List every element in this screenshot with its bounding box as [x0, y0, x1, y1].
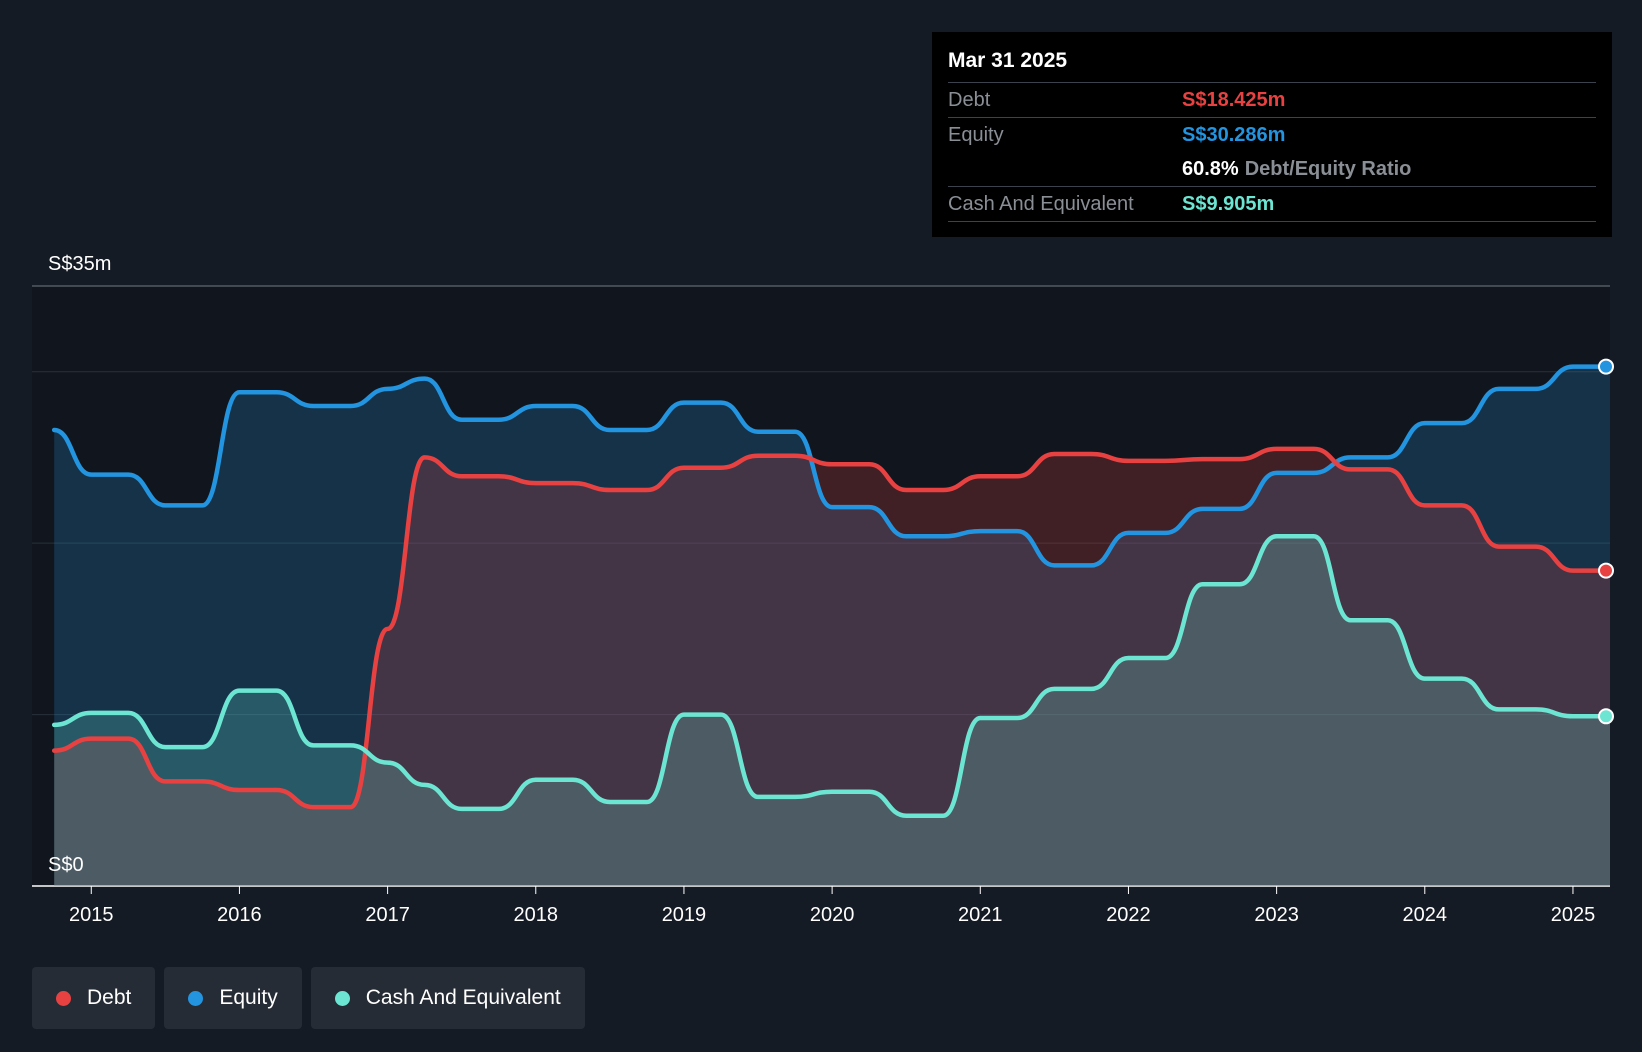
cash-line	[51, 534, 1610, 818]
tooltip-debt-value: S$18.425m	[1182, 89, 1286, 111]
debt-end-marker	[1598, 562, 1614, 579]
debt-equity-chart: S$35m S$0 2015 2016 2017 2018 2019 2020 2021 2022…	[32, 253, 1614, 926]
y-axis-max-label: S$35m	[48, 253, 111, 275]
y-axis-min-label: S$0	[48, 854, 84, 876]
tooltip-debt-label: Debt	[948, 89, 991, 111]
tooltip-equity-value: S$30.286m	[1182, 124, 1286, 146]
legend: Debt Equity Cash And Equivalent	[32, 967, 585, 1029]
tooltip-equity-row: Equity S$30.286m	[948, 118, 1596, 152]
tooltip-cash-label: Cash And Equivalent	[948, 193, 1134, 215]
x-tick-label-2015: 2015	[69, 904, 114, 926]
legend-debt-label: Debt	[87, 986, 132, 1009]
equity-area	[54, 366, 1610, 886]
x-tick-label-2018: 2018	[514, 904, 559, 926]
tooltip-cash-row: Cash And Equivalent S$9.905m	[948, 187, 1596, 222]
debt-dot-icon	[56, 990, 71, 1006]
x-tick-label-2022: 2022	[1106, 904, 1151, 926]
cash-end-marker	[1598, 708, 1614, 725]
tooltip-ratio-row: 60.8% Debt/Equity Ratio	[948, 152, 1596, 187]
equity-end-marker	[1598, 358, 1614, 375]
debt-area	[54, 448, 1610, 886]
x-tick-label-2024: 2024	[1403, 904, 1448, 926]
x-tick-label-2021: 2021	[958, 904, 1003, 926]
tooltip-equity-label: Equity	[948, 124, 1004, 146]
x-tick-label-2020: 2020	[810, 904, 855, 926]
tooltip-ratio-label: Debt/Equity Ratio	[1244, 158, 1412, 180]
legend-item-debt[interactable]: Debt	[32, 967, 156, 1029]
tooltip-cash-value: S$9.905m	[1182, 193, 1275, 215]
x-tick-label-2025: 2025	[1551, 904, 1596, 926]
legend-item-equity[interactable]: Equity	[164, 967, 302, 1029]
debt-line	[51, 446, 1610, 810]
series-group	[51, 364, 1610, 886]
equity-dot-icon	[188, 990, 204, 1006]
tooltip-ratio-spacer	[948, 152, 1182, 186]
x-tick-label-2017: 2017	[365, 904, 410, 926]
legend-equity-label: Equity	[219, 986, 278, 1009]
x-tick-label-2016: 2016	[217, 904, 262, 926]
legend-item-cash[interactable]: Cash And Equivalent	[310, 967, 585, 1029]
x-tick-label-2023: 2023	[1254, 904, 1299, 926]
plot-background	[32, 286, 1610, 886]
legend-cash-label: Cash And Equivalent	[365, 986, 561, 1009]
tooltip-debt-row: Debt S$18.425m	[948, 83, 1596, 118]
tooltip-panel: Mar 31 2025 Debt S$18.425m Equity S$30.2…	[932, 32, 1612, 237]
tooltip-ratio-value: 60.8%	[1182, 158, 1239, 180]
cash-dot-icon	[334, 990, 350, 1006]
equity-line	[51, 364, 1610, 568]
tooltip-date: Mar 31 2025	[948, 46, 1596, 83]
x-tick-label-2019: 2019	[662, 904, 707, 926]
